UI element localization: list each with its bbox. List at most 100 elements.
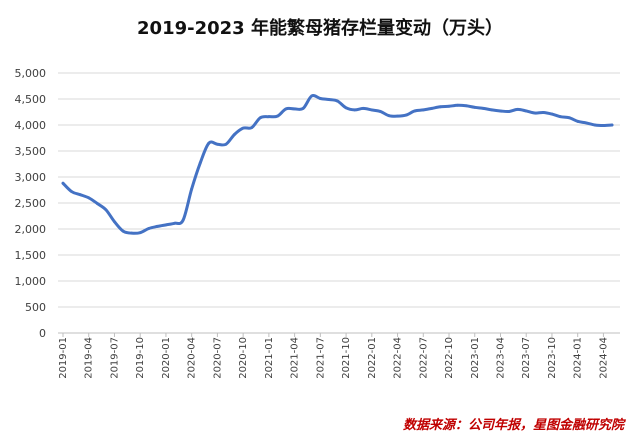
data-point [336, 99, 339, 103]
data-point [78, 193, 82, 197]
x-tick-label: 2021-04 [290, 337, 301, 379]
data-point [576, 119, 580, 123]
x-tick-label: 2023-10 [547, 337, 558, 379]
x-tick-labels: 2019-01 2019-04 2019-07 2019-10 2020-01 2020-… [58, 337, 609, 379]
y-tick-label: 0 [39, 327, 46, 340]
data-point [173, 221, 176, 225]
x-tick-label: 2021-10 [341, 337, 352, 379]
data-point [370, 108, 374, 112]
x-tick-label: 2024-04 [598, 337, 609, 379]
data-point [387, 114, 391, 118]
x-tick-label: 2023-01 [470, 337, 481, 379]
x-tick-label: 2024-01 [573, 337, 584, 379]
data-point [327, 98, 331, 101]
x-tick-label: 2022-01 [367, 337, 378, 379]
data-point [524, 109, 528, 113]
data-point [241, 126, 245, 130]
x-tick-label: 2020-01 [161, 337, 172, 379]
x-tick-label: 2021-01 [264, 337, 275, 379]
data-point [481, 106, 485, 110]
chart-title: 2019-2023 年能繁母猪存栏量变动（万头） [137, 18, 503, 39]
data-point [541, 111, 545, 114]
y-tick-label: 5,000 [15, 67, 47, 80]
data-point [284, 107, 288, 111]
x-tick-label: 2022-07 [418, 337, 429, 379]
data-point [216, 142, 219, 146]
data-point [404, 113, 408, 117]
data-point [447, 104, 451, 108]
data-point [550, 112, 554, 116]
gridlines [58, 72, 620, 308]
data-point [130, 231, 134, 235]
data-point [233, 132, 236, 136]
data-point [121, 229, 125, 233]
data-point [190, 187, 194, 191]
data-point [61, 181, 65, 185]
data-point [113, 220, 116, 224]
axes [58, 332, 620, 337]
data-point [276, 114, 279, 118]
data-point [258, 116, 262, 120]
x-tick-label: 2020-04 [187, 337, 198, 379]
data-point [198, 161, 202, 165]
data-point [533, 111, 537, 115]
x-tick-label: 2022-04 [393, 337, 404, 379]
data-point [593, 123, 597, 127]
data-point [155, 225, 159, 228]
x-tick-label: 2020-07 [212, 337, 223, 379]
data-point [104, 208, 108, 212]
data-point [396, 114, 399, 118]
data-point [430, 106, 434, 110]
y-tick-label: 500 [25, 301, 46, 314]
data-point [490, 108, 494, 112]
data-point [138, 231, 142, 235]
y-tick-labels: 0 500 1,000 1,500 2,000 2,500 3,000 3,500 4,000 4… [15, 67, 47, 340]
x-tick-label: 2019-07 [109, 337, 120, 379]
y-tick-label: 4,000 [15, 119, 47, 132]
data-point [499, 109, 502, 113]
source-note: 数据来源：公司年报，星图金融研究院 [402, 418, 624, 433]
x-tick-label: 2021-07 [315, 337, 326, 379]
x-tick-label: 2022-10 [444, 337, 455, 379]
data-point [378, 110, 382, 113]
data-point [301, 106, 305, 110]
data-point [473, 105, 477, 109]
data-point [516, 108, 520, 111]
series [61, 93, 614, 235]
data-point [567, 116, 571, 120]
x-tick-label: 2019-04 [84, 337, 95, 379]
data-point [344, 106, 348, 110]
y-tick-label: 1,500 [15, 249, 47, 262]
data-point [464, 104, 468, 108]
y-tick-label: 1,000 [15, 275, 47, 288]
x-tick-label: 2023-07 [521, 337, 532, 379]
data-point [70, 190, 73, 193]
data-point [147, 227, 151, 230]
x-tick-label: 2019-10 [135, 337, 146, 379]
data-point [250, 126, 254, 129]
data-point [207, 141, 211, 145]
data-point [87, 196, 91, 200]
data-point [267, 115, 271, 119]
data-point [293, 107, 297, 111]
y-tick-label: 3,000 [15, 171, 47, 184]
x-tick-label: 2019-01 [58, 337, 69, 379]
x-tick-label: 2020-10 [238, 337, 249, 379]
data-point [361, 106, 365, 110]
y-tick-label: 2,000 [15, 223, 47, 236]
data-point [224, 142, 228, 146]
y-tick-label: 4,500 [15, 93, 47, 106]
data-point [507, 110, 511, 113]
data-point [413, 109, 417, 113]
data-point [602, 124, 605, 127]
x-tick-label: 2023-04 [495, 337, 506, 379]
data-point [559, 115, 562, 119]
data-point [421, 108, 425, 112]
data-point [584, 121, 588, 125]
data-point [456, 103, 459, 107]
data-point [310, 94, 314, 98]
y-tick-label: 2,500 [15, 197, 47, 210]
y-tick-label: 3,500 [15, 145, 47, 158]
